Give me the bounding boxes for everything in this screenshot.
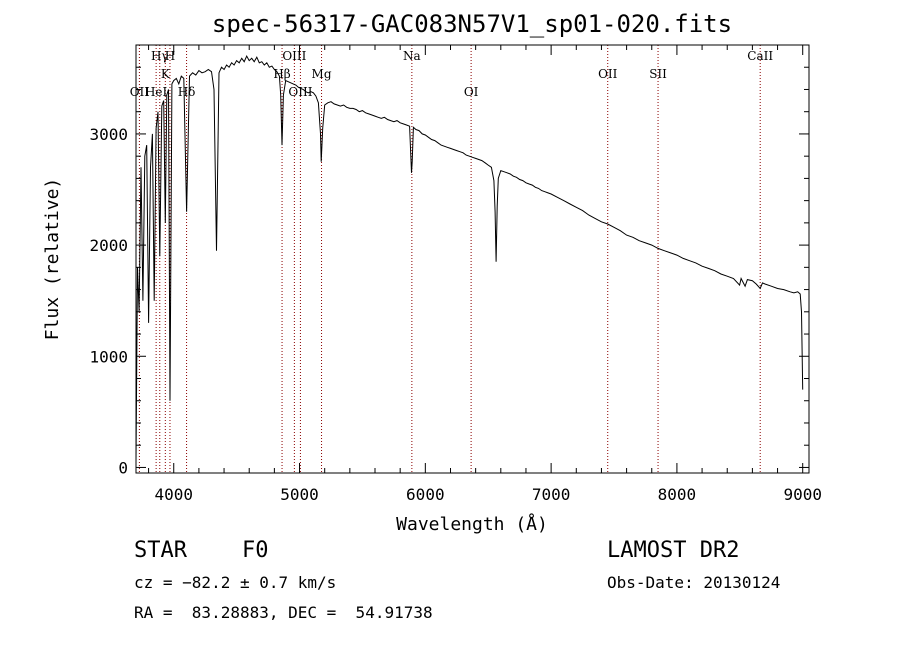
line-marker-label: HeI [145, 85, 168, 99]
line-marker-label: Hδ [178, 85, 196, 99]
y-tick-label: 0 [118, 458, 128, 477]
y-axis-label: Flux (relative) [42, 178, 63, 341]
x-tick-label: 4000 [154, 485, 193, 504]
x-axis-label: Wavelength (Å) [396, 513, 548, 535]
y-tick-label: 1000 [89, 347, 128, 366]
x-tick-label: 7000 [532, 485, 571, 504]
redshift-velocity: cz = −82.2 ± 0.7 km/s [134, 573, 337, 592]
line-marker-label: K [161, 67, 171, 81]
survey-name: LAMOST DR2 [607, 538, 740, 563]
observation-date: Obs-Date: 20130124 [607, 573, 781, 592]
line-marker-label: Mg [312, 67, 332, 81]
line-marker-label: OII [130, 85, 150, 99]
object-class: STAR [134, 538, 187, 563]
coordinates: RA = 83.28883, DEC = 54.91738 [134, 603, 433, 622]
spectrum-line [135, 54, 804, 462]
x-tick-label: 9000 [783, 485, 822, 504]
line-marker-label: OIII [282, 49, 306, 63]
y-axis: 0 1000 2000 3000 [89, 66, 809, 477]
x-tick-label: 6000 [406, 485, 445, 504]
x-axis: 4000 5000 6000 7000 8000 9000 [148, 45, 822, 504]
plot-frame [135, 44, 810, 474]
y-tick-label: 2000 [89, 236, 128, 255]
x-tick-label: 8000 [658, 485, 697, 504]
chart-title: spec-56317-GAC083N57V1_sp01-020.fits [212, 10, 732, 38]
line-marker-label: H [165, 49, 175, 63]
line-marker-label: Hβ [273, 67, 290, 81]
plot-area [135, 54, 804, 462]
object-subclass: F0 [242, 538, 269, 563]
line-marker-label: SII [649, 67, 667, 81]
line-marker-label: Na [403, 49, 421, 63]
spectrum-chart: spec-56317-GAC083N57V1_sp01-020.fits HγH… [42, 10, 822, 535]
line-marker-label: OI [464, 85, 479, 99]
line-marker-label: Hγ [151, 49, 169, 63]
y-tick-label: 3000 [89, 125, 128, 144]
line-marker-label: OII [598, 67, 618, 81]
x-tick-label: 5000 [280, 485, 319, 504]
line-marker-label: OIII [288, 85, 312, 99]
line-marker-label: CaII [747, 49, 773, 63]
